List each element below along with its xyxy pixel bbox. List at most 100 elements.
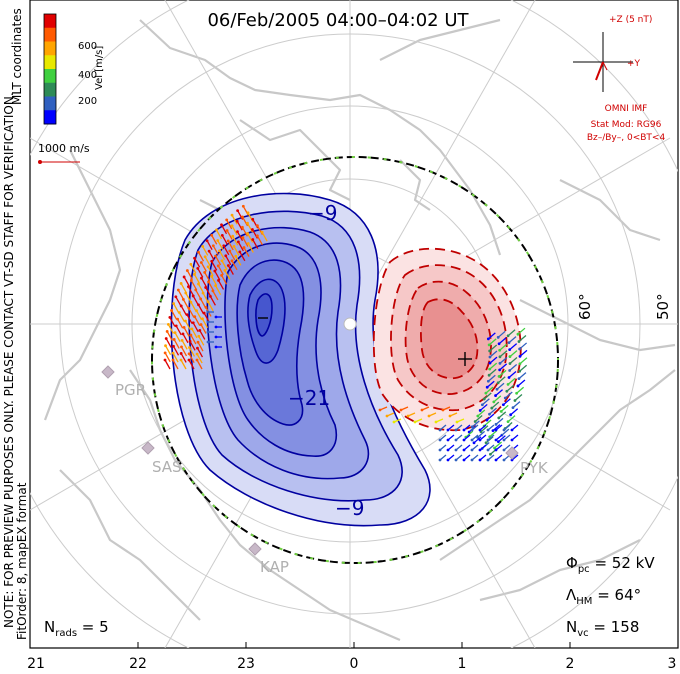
velocity-vector-origin [518, 347, 522, 351]
velocity-vector-origin [434, 420, 438, 424]
velocity-vector [483, 392, 492, 400]
velocity-vector [175, 296, 182, 307]
velocity-vector-origin [207, 280, 210, 284]
velocity-vector-origin [508, 355, 512, 358]
velocity-vector [197, 251, 205, 262]
velocity-vector [251, 229, 259, 239]
velocity-vector-origin [195, 358, 199, 362]
velocity-vector-origin [494, 438, 498, 442]
velocity-vector-origin [168, 315, 172, 319]
velocity-vector [246, 222, 254, 233]
velocity-vector-origin [505, 389, 509, 393]
velocity-vector [184, 320, 192, 331]
velocity-vector-origin [241, 236, 245, 239]
velocity-vector-origin [193, 272, 196, 276]
velocity-vector-origin [478, 438, 482, 442]
velocity-vector [196, 353, 203, 364]
velocity-vector [516, 386, 525, 394]
velocity-vector-origin [446, 448, 450, 452]
velocity-vector [204, 256, 211, 267]
velocity-vector [509, 364, 518, 372]
velocity-vector [185, 292, 192, 303]
velocity-vector-origin [214, 345, 218, 349]
velocity-vector [499, 350, 508, 358]
velocity-vector-origin [486, 438, 490, 442]
velocity-vector-origin [187, 358, 191, 362]
velocity-vector [211, 260, 218, 271]
velocity-vector [486, 380, 495, 388]
velocity-vector [241, 227, 248, 237]
velocity-vector-origin [218, 249, 221, 253]
velocity-vector-origin [206, 340, 210, 344]
velocity-vector [183, 276, 190, 287]
velocity-vector-origin [210, 274, 213, 278]
velocity-vector-origin [210, 233, 214, 237]
velocity-vector-origin [476, 414, 480, 418]
imf-source: OMNI IMF [605, 104, 648, 114]
velocity-vector-origin [510, 438, 514, 442]
velocity-vector [214, 270, 221, 281]
velocity-vector [204, 272, 211, 282]
colorbar-tick-600: 600 [78, 41, 97, 52]
velocity-vector-origin [494, 428, 498, 432]
velocity-vector-origin [517, 377, 521, 380]
velocity-vector [193, 274, 200, 284]
velocity-vector-origin [163, 351, 167, 355]
velocity-vector-origin [493, 446, 496, 450]
velocity-vector [502, 398, 511, 406]
velocity-vector-origin [438, 448, 442, 452]
velocity-vector [221, 260, 228, 271]
velocity-vector [206, 240, 213, 251]
velocity-vector [233, 246, 240, 256]
velocity-vector [186, 314, 193, 324]
velocity-vector-origin [171, 358, 175, 362]
velocity-vector-origin [201, 317, 204, 321]
velocity-vector [471, 420, 480, 428]
velocity-vector-origin [225, 229, 229, 232]
velocity-vector [488, 338, 497, 346]
velocity-vector-origin [256, 224, 259, 228]
station-label-kap: KAP [260, 558, 289, 576]
velocity-vector-origin [196, 266, 200, 270]
velocity-vector-origin [189, 300, 193, 304]
velocity-vector [194, 257, 201, 268]
velocity-vector-origin [181, 298, 185, 301]
velocity-vector [235, 255, 242, 266]
velocity-vector-origin [173, 331, 177, 335]
velocity-vector-origin [438, 438, 442, 442]
colorbar-swatch [44, 96, 56, 111]
velocity-vector [180, 283, 187, 293]
reference-vector-label: 1000 m/s [38, 142, 90, 155]
velocity-vector-origin [176, 317, 180, 321]
velocity-vector [489, 356, 498, 364]
velocity-vector [217, 240, 224, 250]
velocity-vector-origin [511, 406, 515, 410]
velocity-vector [182, 333, 189, 344]
velocity-vector-origin [197, 303, 200, 307]
mlt-tick-label: 0 [350, 656, 359, 672]
velocity-vector-origin [454, 438, 458, 442]
velocity-vector-origin [494, 394, 497, 397]
contour-label-mid: −21 [288, 386, 330, 410]
mlt-tick-label: 3 [668, 656, 677, 672]
velocity-vector-origin [174, 295, 178, 299]
velocity-vector [188, 359, 195, 370]
velocity-vector-origin [420, 408, 424, 412]
velocity-vector-origin [230, 224, 234, 228]
mlt-axis: 21 22 23 0 1 2 3 [27, 642, 679, 672]
velocity-vector [494, 441, 502, 449]
velocity-vector [232, 235, 239, 246]
velocity-vector-origin [222, 244, 226, 248]
velocity-vector-origin [486, 448, 490, 452]
velocity-vector-origin [235, 219, 239, 223]
velocity-vector-origin [197, 282, 200, 286]
velocity-vector [501, 428, 510, 436]
velocity-vector [487, 374, 496, 382]
velocity-vector [217, 265, 224, 276]
velocity-vector [218, 250, 226, 261]
velocity-vector [202, 292, 209, 303]
velocity-vector-origin [462, 458, 466, 462]
velocity-vector-origin [188, 339, 192, 343]
velocity-vector-origin [501, 403, 505, 407]
velocity-vector [194, 316, 201, 327]
